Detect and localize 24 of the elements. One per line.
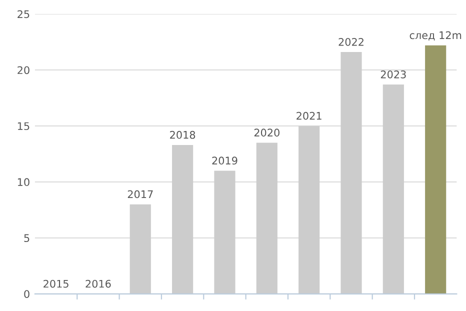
x-tick-label: 2015 (44, 280, 68, 288)
x-tick-label: 2022 (338, 38, 364, 46)
x-tick-label: след 12m (410, 31, 462, 40)
bar (214, 170, 236, 294)
bar (130, 204, 151, 294)
y-tick-label: 5 (24, 234, 30, 242)
y-tick-label: 0 (24, 290, 30, 298)
y-tick-label: 10 (18, 178, 30, 186)
x-tick-label: 2023 (380, 70, 406, 78)
x-tick-label: 2020 (254, 128, 280, 137)
y-tick-label: 20 (18, 66, 30, 74)
y-tick-label: 15 (18, 122, 30, 130)
x-tick-label: 2018 (170, 130, 196, 139)
x-tick-label: 2021 (296, 112, 322, 120)
y-tick-label: 25 (18, 10, 30, 18)
x-tick-label: 2017 (128, 190, 153, 198)
x-tick-label: 2019 (212, 156, 238, 165)
x-tick-label: 2016 (86, 280, 111, 288)
bar (340, 52, 362, 294)
bar (256, 142, 278, 294)
bar (298, 126, 320, 294)
bar (382, 84, 404, 294)
bar (172, 144, 194, 294)
bar (425, 45, 446, 294)
